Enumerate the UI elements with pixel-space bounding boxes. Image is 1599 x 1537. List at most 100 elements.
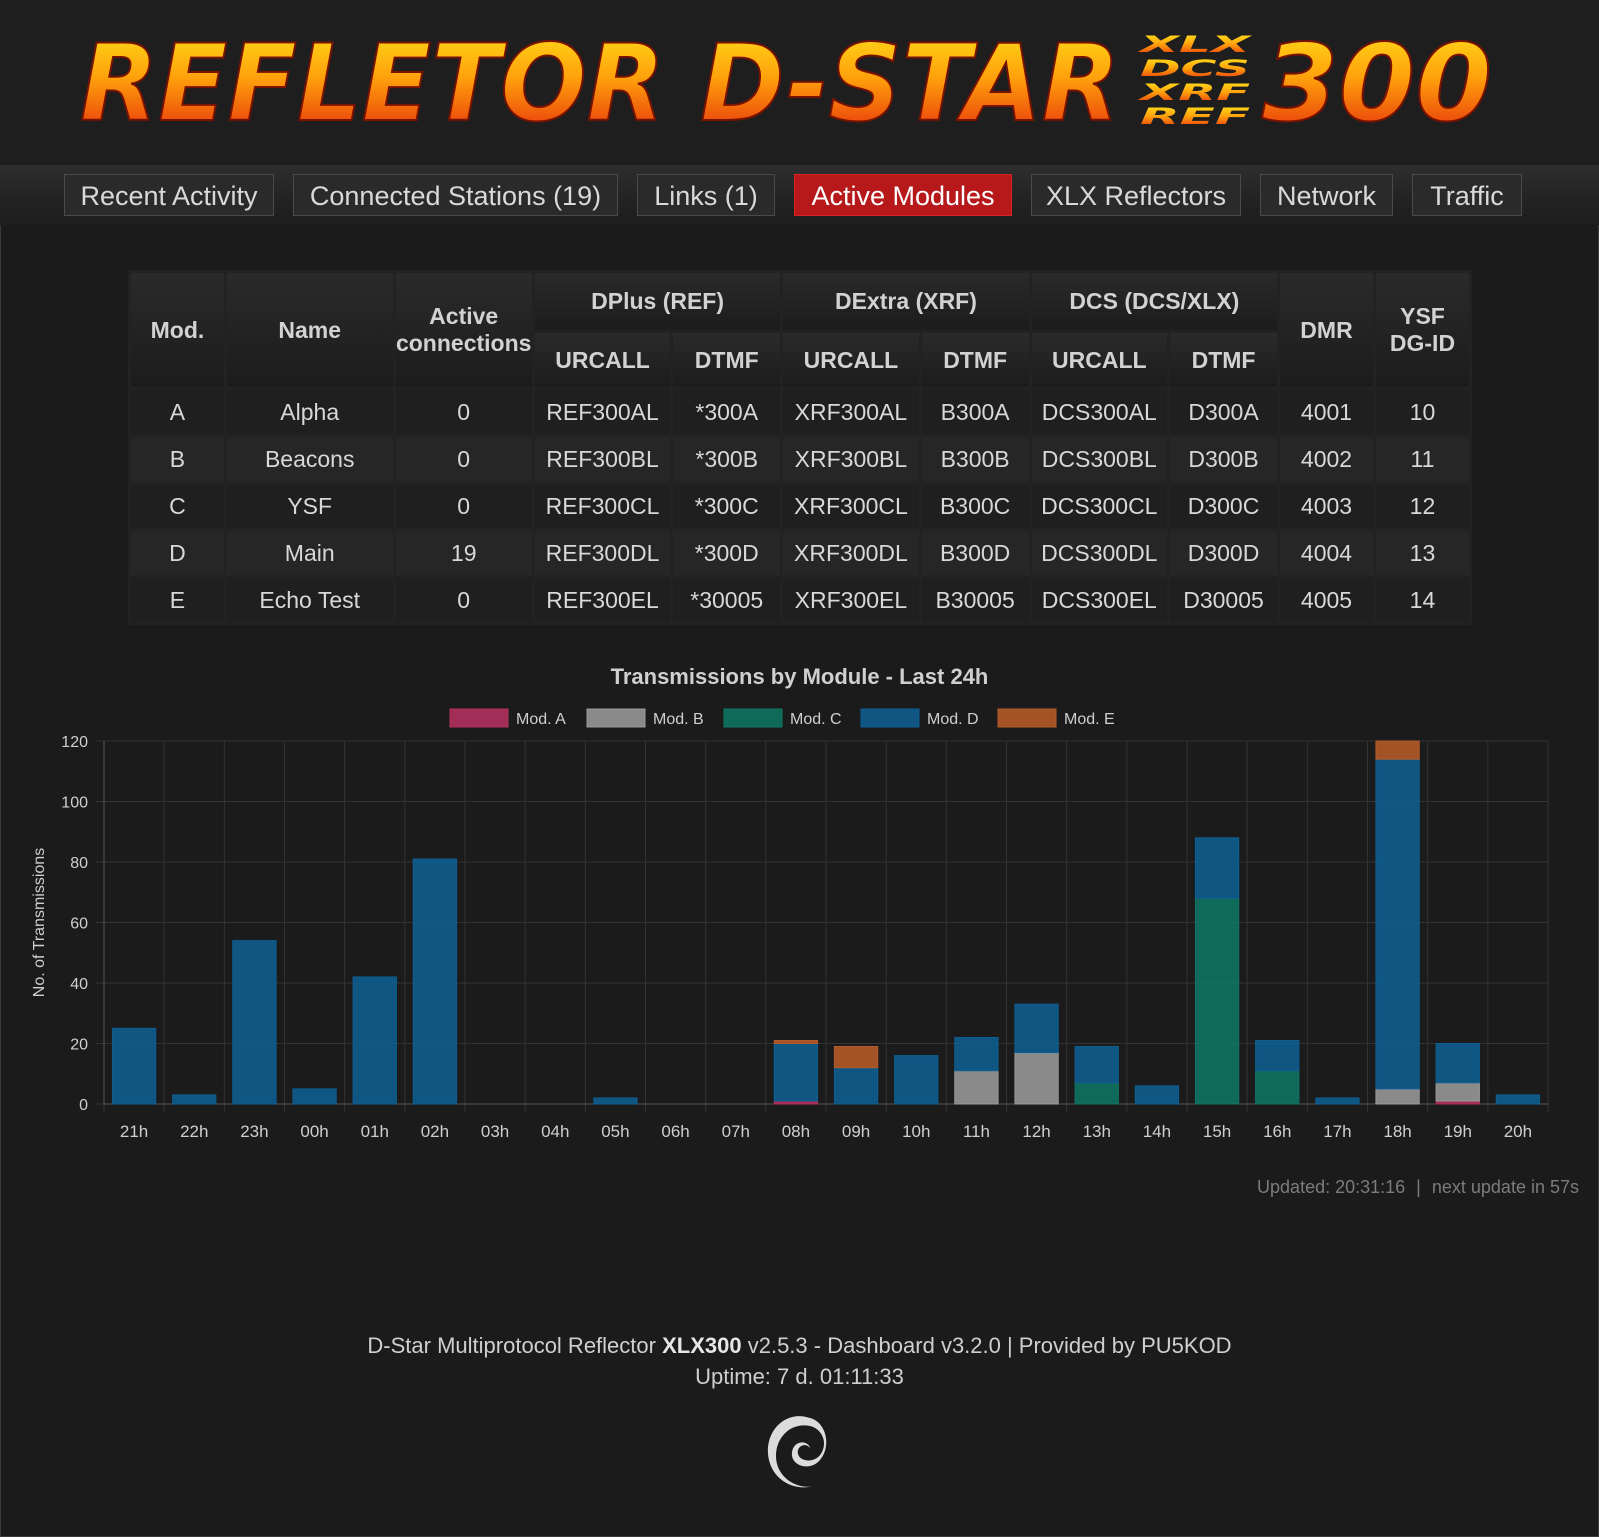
cell-mod: C [131,484,224,528]
bar-mod-e-09h [833,1046,879,1069]
banner-protocol-xlx: XLX [1135,33,1252,58]
cell-dmr: 4002 [1280,437,1373,481]
cell-dmr: 4005 [1280,578,1373,622]
bar-mod-d-08h [773,1043,819,1102]
cell-dcs-urcall: DCS300CL [1031,484,1167,528]
x-tick-label: 20h [1504,1122,1532,1140]
cell-dcs-dtmf: D300D [1169,531,1278,575]
legend-label[interactable]: Mod. E [1064,711,1115,728]
header-dextra-urcall: URCALL [783,333,919,387]
x-tick-label: 17h [1323,1122,1351,1140]
bar-mod-d-00h [292,1088,337,1105]
bar-mod-d-17h [1315,1097,1360,1105]
bar-mod-b-19h [1435,1082,1480,1102]
y-tick-label: 60 [70,916,88,933]
bar-mod-c-15h [1194,897,1240,1105]
cell-dcs-urcall: DCS300AL [1031,390,1167,434]
header-dcs-dtmf: DTMF [1169,333,1278,387]
banner: REFLETOR D-STAR XLX DCS XRF REF 300 [0,0,1599,165]
nav-traffic[interactable]: Traffic [1412,174,1522,216]
cell-dplus-urcall: REF300DL [534,531,671,575]
x-tick-label: 19h [1444,1122,1472,1140]
cell-dextra-urcall: XRF300BL [783,437,919,481]
header-dcs: DCS (DCS/XLX) [1031,273,1278,330]
legend-swatch-mod-d[interactable] [860,708,920,728]
x-tick-label: 08h [782,1122,810,1140]
legend-label[interactable]: Mod. D [927,711,979,728]
table-row: E Echo Test 0 REF300EL *30005 XRF300EL B30005 D… [131,578,1469,622]
cell-mod: D [131,531,224,575]
cell-dextra-urcall: XRF300AL [783,390,919,434]
cell-mod: A [131,390,224,434]
bar-mod-e-08h [773,1039,819,1045]
cell-dcs-urcall: DCS300BL [1031,437,1167,481]
legend-swatch-mod-a[interactable] [449,708,509,728]
nav-connected-stations[interactable]: Connected Stations (19) [293,174,618,216]
cell-active-connections: 0 [395,484,532,528]
x-tick-label: 22h [180,1122,208,1140]
table-row: B Beacons 0 REF300BL *300B XRF300BL B300B DCS30… [131,437,1469,481]
cell-mod: B [131,437,224,481]
x-tick-label: 07h [722,1122,750,1140]
cell-dplus-dtmf: *300D [673,531,781,575]
x-tick-label: 14h [1143,1122,1171,1140]
nav-active-modules[interactable]: Active Modules [794,174,1012,216]
cell-mod: E [131,578,224,622]
bar-mod-d-09h [833,1067,879,1105]
legend-label[interactable]: Mod. A [516,711,566,728]
bar-mod-d-16h [1255,1039,1300,1072]
cell-dplus-dtmf: *300A [673,390,781,434]
update-status: Updated: 20:31:16 | next update in 57s [1257,1177,1579,1198]
header-dplus: DPlus (REF) [534,273,781,330]
cell-dcs-dtmf: D300B [1169,437,1278,481]
legend-swatch-mod-b[interactable] [586,708,646,728]
header-ysf: YSF DG-ID [1375,273,1469,387]
y-tick-label: 120 [61,734,88,751]
status-separator: | [1416,1177,1421,1197]
debian-swirl-icon [767,1416,827,1488]
x-tick-label: 15h [1203,1122,1231,1140]
legend-label[interactable]: Mod. B [653,711,704,728]
bar-mod-d-18h [1375,758,1420,1090]
banner-number: 300 [1262,22,1492,145]
footer-suffix: v2.5.3 - Dashboard v3.2.0 | Provided by … [747,1333,1232,1358]
header-dcs-urcall: URCALL [1031,333,1167,387]
cell-dcs-dtmf: D300A [1169,390,1278,434]
x-tick-label: 00h [300,1122,328,1140]
cell-dcs-urcall: DCS300EL [1031,578,1167,622]
cell-dplus-urcall: REF300AL [534,390,671,434]
cell-dcs-urcall: DCS300DL [1031,531,1167,575]
cell-dmr: 4001 [1280,390,1373,434]
bar-mod-c-13h [1074,1082,1119,1105]
header-dmr: DMR [1280,273,1373,387]
cell-dextra-urcall: XRF300DL [783,531,919,575]
nav-xlx-reflectors[interactable]: XLX Reflectors [1031,174,1241,216]
cell-dextra-dtmf: B30005 [921,578,1029,622]
nav-network[interactable]: Network [1260,174,1393,216]
legend-swatch-mod-c[interactable] [723,708,783,728]
banner-protocol-dcs: DCS [1140,57,1250,82]
footer-line: D-Star Multiprotocol Reflector XLX300 v2… [0,1330,1599,1361]
footer-reflector: XLX300 [662,1333,742,1358]
x-tick-label: 11h [963,1122,990,1140]
x-tick-label: 03h [481,1122,509,1140]
cell-active-connections: 0 [395,578,532,622]
bar-mod-d-13h [1074,1046,1119,1084]
x-tick-label: 09h [842,1122,870,1140]
legend-swatch-mod-e[interactable] [997,708,1057,728]
cell-dmr: 4003 [1280,484,1373,528]
chart-title: Transmissions by Module - Last 24h [610,664,989,689]
nav-recent-activity[interactable]: Recent Activity [64,174,274,216]
cell-dextra-dtmf: B300D [921,531,1029,575]
header-dplus-urcall: URCALL [534,333,671,387]
cell-dextra-urcall: XRF300EL [783,578,919,622]
x-tick-label: 18h [1383,1122,1411,1140]
updated-time: Updated: 20:31:16 [1257,1177,1406,1197]
cell-ysf-dgid: 14 [1375,578,1469,622]
header-active-connections: Active connections [395,273,532,387]
bar-mod-d-19h [1435,1043,1480,1084]
nav-links[interactable]: Links (1) [637,174,775,216]
legend-label[interactable]: Mod. C [790,711,842,728]
cell-dplus-urcall: REF300CL [534,484,671,528]
x-tick-label: 12h [1022,1122,1050,1140]
